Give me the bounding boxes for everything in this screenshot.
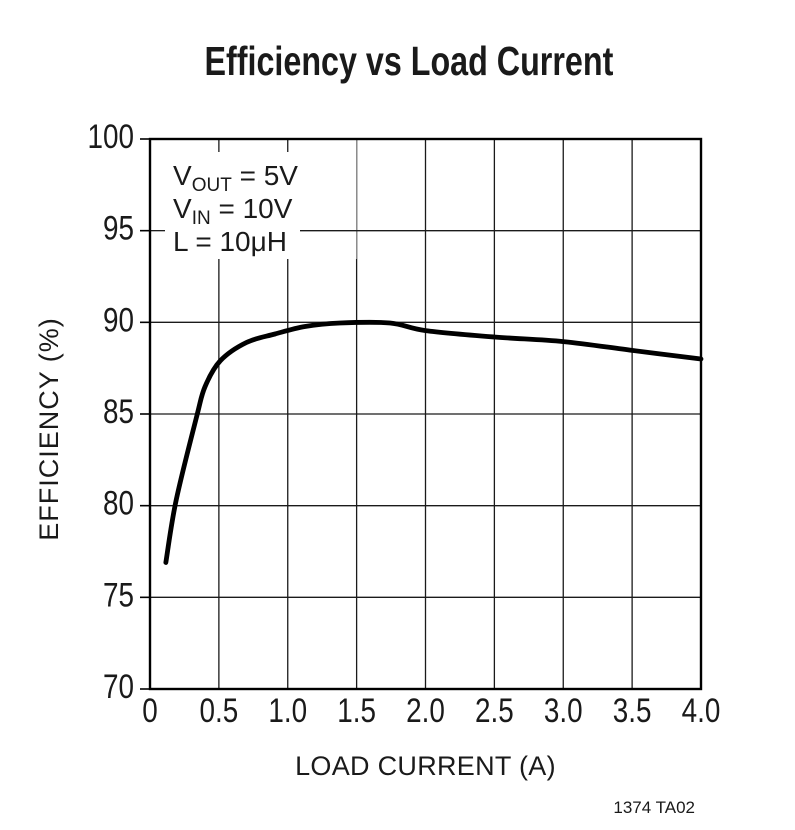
svg-text:L = 10μH: L = 10μH: [173, 226, 287, 257]
svg-text:VIN = 10V: VIN = 10V: [173, 193, 293, 229]
svg-text:EFFICIENCY (%): EFFICIENCY (%): [34, 317, 64, 541]
svg-text:LOAD CURRENT (A): LOAD CURRENT (A): [295, 751, 556, 781]
svg-text:2.0: 2.0: [406, 691, 445, 729]
svg-text:1374 TA02: 1374 TA02: [613, 798, 695, 817]
svg-text:95: 95: [103, 209, 134, 247]
svg-text:70: 70: [103, 667, 134, 705]
svg-text:0.5: 0.5: [200, 691, 239, 729]
svg-text:90: 90: [103, 301, 134, 339]
svg-text:3.0: 3.0: [544, 691, 583, 729]
svg-text:100: 100: [87, 117, 134, 155]
svg-text:1.0: 1.0: [268, 691, 307, 729]
svg-text:80: 80: [103, 484, 134, 522]
svg-text:4.0: 4.0: [682, 691, 721, 729]
svg-text:2.5: 2.5: [475, 691, 514, 729]
svg-text:85: 85: [103, 392, 134, 430]
svg-text:75: 75: [103, 576, 134, 614]
svg-text:1.5: 1.5: [337, 691, 376, 729]
svg-text:0: 0: [142, 691, 158, 729]
svg-text:3.5: 3.5: [613, 691, 652, 729]
